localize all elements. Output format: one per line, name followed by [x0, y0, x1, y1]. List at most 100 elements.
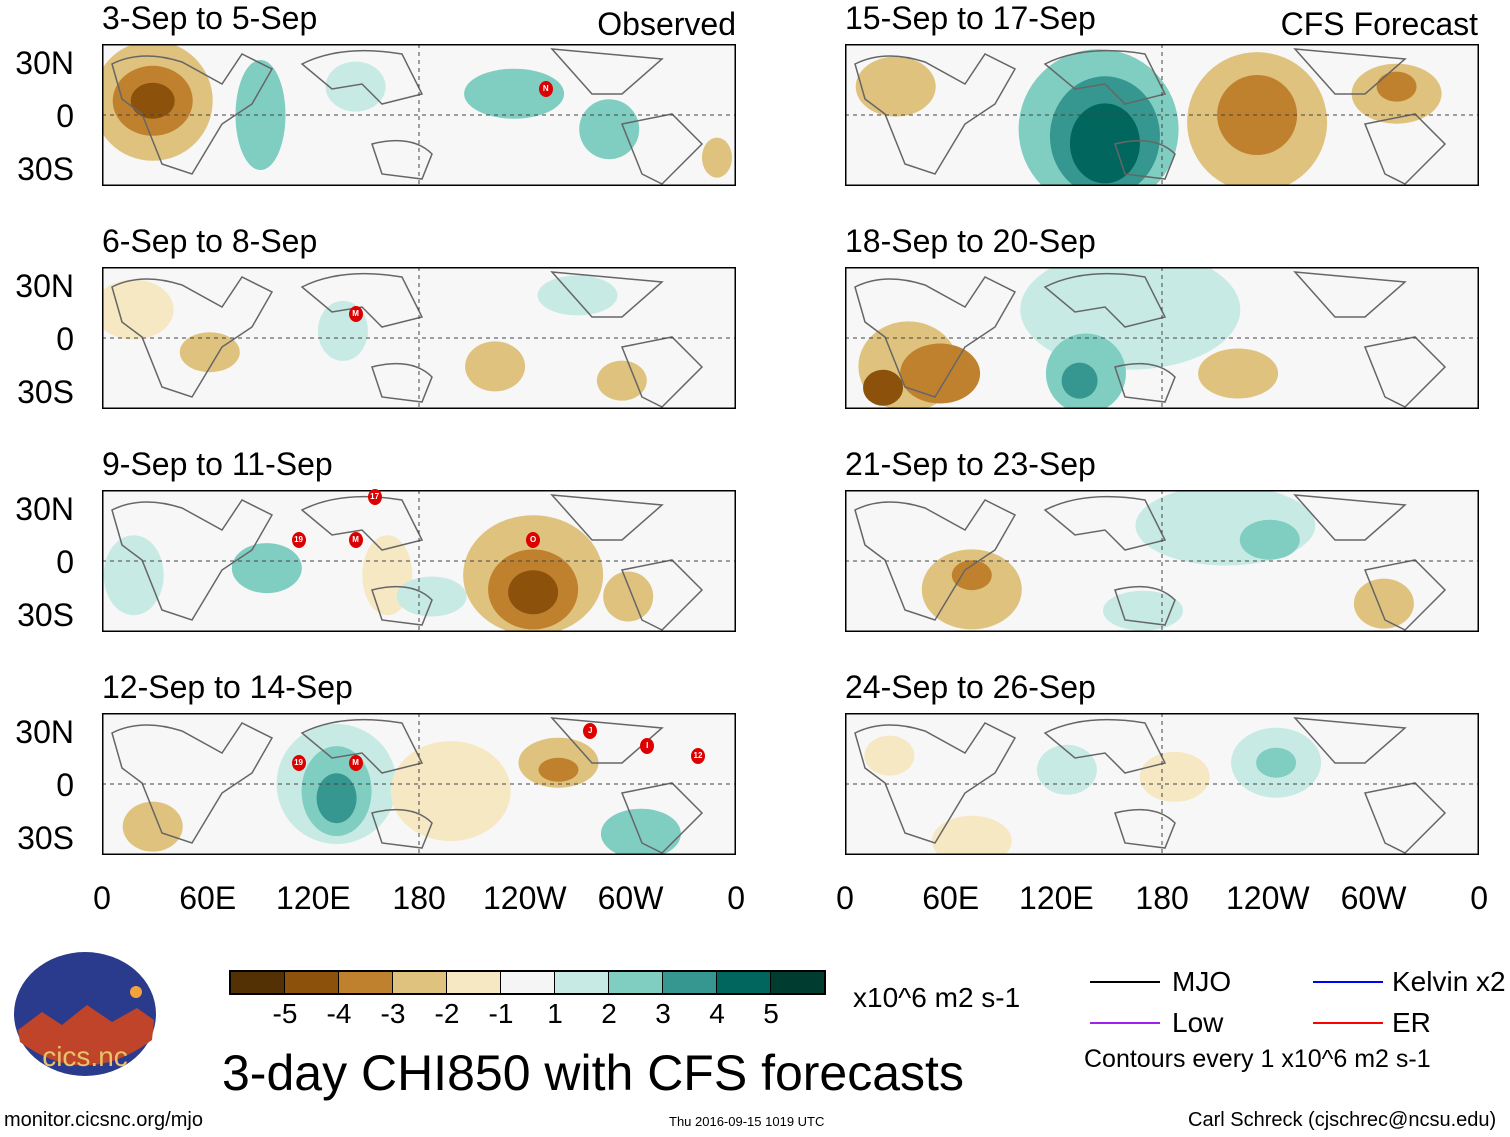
colorbar — [229, 970, 826, 995]
footer-url[interactable]: monitor.cicsnc.org/mjo — [4, 1109, 203, 1131]
colorbar-swatch — [231, 972, 285, 993]
lat-label: 30S — [17, 374, 74, 410]
lon-label: 60E — [179, 880, 237, 916]
anomaly-contour — [596, 360, 647, 401]
storm-marker: 19 — [291, 531, 306, 548]
anomaly-contour — [1217, 75, 1298, 155]
storm-marker: O — [526, 531, 541, 548]
lon-label: 0 — [727, 880, 746, 916]
anomaly-contour — [579, 99, 640, 160]
forecast-label: CFS Forecast — [1280, 6, 1478, 42]
anomaly-contour — [235, 60, 286, 170]
svg-text:cics.nc: cics.nc — [42, 1041, 128, 1072]
lon-label: 60E — [922, 880, 980, 916]
anomaly-contour — [1069, 103, 1140, 184]
storm-marker: M — [348, 305, 363, 322]
anomaly-contour — [863, 369, 904, 406]
colorbar-tick: -4 — [326, 998, 352, 1029]
colorbar-swatch — [555, 972, 609, 993]
storm-marker: I — [640, 737, 655, 754]
lon-label: 180 — [392, 880, 446, 916]
anomaly-contour — [396, 576, 467, 617]
panel-title: 24-Sep to 26-Sep — [845, 669, 1096, 705]
anomaly-contour — [537, 275, 618, 316]
panel-title: 21-Sep to 23-Sep — [845, 446, 1096, 482]
lat-label: 30S — [17, 820, 74, 856]
lat-label: 30N — [15, 714, 74, 750]
anomaly-contour — [390, 741, 511, 842]
observed-label: Observed — [597, 6, 736, 42]
lat-label: 30S — [17, 151, 74, 187]
anomaly-contour — [538, 757, 579, 782]
lon-label: 120E — [276, 880, 351, 916]
storm-marker: M — [348, 531, 363, 548]
legend-low-label: Low — [1172, 1007, 1224, 1038]
cics-logo: cics.nc — [14, 952, 156, 1076]
colorbar-swatch — [717, 972, 771, 993]
colorbar-tick: 2 — [601, 998, 617, 1029]
storm-marker: J — [583, 723, 598, 740]
map-panel — [102, 713, 736, 855]
legend-mjo-label: MJO — [1172, 966, 1232, 997]
footer-credit: Carl Schreck (cjschrec@ncsu.edu) — [1188, 1109, 1497, 1131]
anomaly-contour — [103, 535, 164, 616]
anomaly-contour — [1061, 362, 1098, 399]
coastlines — [111, 494, 704, 631]
legend-low-line — [1090, 1022, 1160, 1024]
panel-title: 3-Sep to 5-Sep — [102, 0, 318, 36]
legend-kelvin-label: Kelvin x2 — [1392, 966, 1506, 997]
anomaly-contour — [316, 773, 357, 824]
lon-label: 0 — [1470, 880, 1489, 916]
map-panel — [102, 44, 736, 186]
anomaly-contour — [325, 61, 386, 112]
legend-er-line — [1313, 1022, 1383, 1024]
anomaly-contour — [855, 56, 936, 117]
lat-label: 30S — [17, 597, 74, 633]
panel-title: 6-Sep to 8-Sep — [102, 223, 318, 259]
map-panel — [845, 490, 1479, 632]
colorbar-units: x10^6 m2 s-1 — [853, 982, 1021, 1013]
colorbar-swatch — [447, 972, 501, 993]
colorbar-swatch — [771, 972, 824, 993]
colorbar-tick: 1 — [547, 998, 563, 1029]
anomaly-contour — [900, 343, 981, 404]
footer-timestamp: Thu 2016-09-15 1019 UTC — [669, 1114, 825, 1129]
anomaly-contour — [464, 68, 565, 119]
lat-label: 30N — [15, 268, 74, 304]
lon-label: 0 — [93, 880, 111, 916]
storm-marker: 17 — [367, 489, 382, 506]
colorbar-swatch — [339, 972, 393, 993]
coastlines — [854, 48, 1447, 185]
anomaly-contour — [130, 82, 175, 119]
anomaly-contour — [122, 801, 183, 852]
coastlines — [854, 717, 1447, 854]
anomaly-contour — [951, 560, 992, 591]
colorbar-swatch — [663, 972, 717, 993]
coastlines — [111, 271, 704, 408]
panel-title: 9-Sep to 11-Sep — [102, 446, 333, 482]
anomaly-contour — [231, 543, 302, 594]
legend-er-label: ER — [1392, 1007, 1431, 1038]
anomaly-contour — [1353, 578, 1414, 629]
lon-label: 180 — [1135, 880, 1189, 916]
colorbar-swatch — [393, 972, 447, 993]
anomaly-contour — [931, 815, 1012, 855]
colorbar-swatch — [609, 972, 663, 993]
lon-label: 120W — [1226, 880, 1310, 916]
lat-label: 0 — [56, 98, 74, 134]
colorbar-tick: 3 — [655, 998, 671, 1029]
colorbar-tick: 4 — [709, 998, 725, 1029]
lon-label: 60W — [1340, 880, 1407, 916]
lon-label: 120E — [1019, 880, 1094, 916]
lon-label: 60W — [597, 880, 664, 916]
lat-label: 0 — [56, 767, 74, 803]
map-panel — [102, 490, 736, 632]
map-panel — [845, 267, 1479, 409]
anomaly-contour — [465, 341, 526, 392]
lat-label: 0 — [56, 544, 74, 580]
lat-label: 0 — [56, 321, 74, 357]
anomaly-contour — [864, 735, 915, 776]
colorbar-tick: -5 — [272, 998, 298, 1029]
coastlines — [854, 494, 1447, 631]
